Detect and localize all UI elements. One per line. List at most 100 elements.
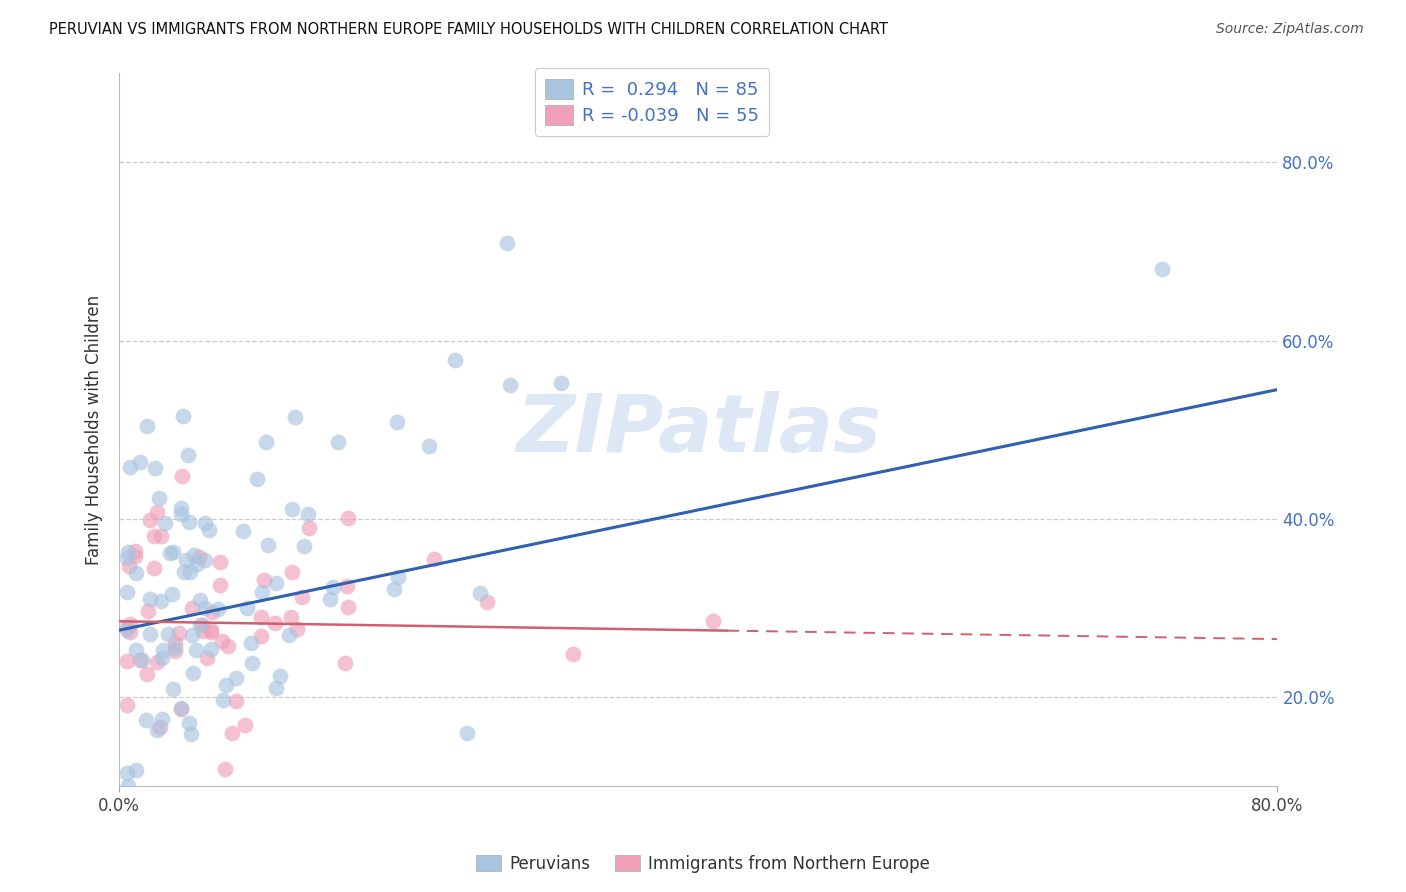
Point — [136, 666, 159, 681]
Point — [120, 459, 142, 474]
Point — [163, 636, 186, 650]
Text: ZIPatlas: ZIPatlas — [516, 391, 880, 468]
Point — [200, 641, 222, 656]
Point — [150, 651, 173, 665]
Point — [152, 643, 174, 657]
Point — [170, 702, 193, 716]
Point — [186, 558, 208, 572]
Point — [186, 642, 208, 657]
Point — [138, 513, 160, 527]
Point — [264, 615, 287, 630]
Point — [173, 565, 195, 579]
Point — [124, 543, 146, 558]
Legend: Peruvians, Immigrants from Northern Europe: Peruvians, Immigrants from Northern Euro… — [470, 848, 936, 880]
Point — [125, 566, 148, 581]
Point — [235, 718, 257, 732]
Point — [252, 585, 274, 599]
Point — [115, 551, 138, 566]
Point — [191, 617, 214, 632]
Point — [159, 546, 181, 560]
Point — [285, 623, 308, 637]
Point — [194, 553, 217, 567]
Point — [496, 235, 519, 250]
Point — [170, 701, 193, 715]
Point — [212, 692, 235, 706]
Point — [239, 636, 262, 650]
Point — [382, 582, 405, 596]
Point — [280, 610, 302, 624]
Point — [418, 439, 440, 453]
Point — [139, 627, 162, 641]
Point — [153, 516, 176, 530]
Point — [194, 516, 217, 530]
Point — [195, 650, 218, 665]
Point — [172, 409, 194, 423]
Point — [183, 549, 205, 563]
Point — [253, 573, 276, 587]
Point — [387, 570, 409, 584]
Point — [179, 565, 201, 579]
Point — [150, 712, 173, 726]
Point — [135, 713, 157, 727]
Point — [200, 623, 222, 637]
Point — [702, 615, 724, 629]
Point — [264, 576, 287, 591]
Point — [142, 561, 165, 575]
Point — [145, 655, 167, 669]
Point — [172, 469, 194, 483]
Point — [177, 448, 200, 462]
Point — [118, 617, 141, 632]
Point — [240, 657, 263, 671]
Point — [167, 625, 190, 640]
Point — [115, 698, 138, 712]
Point — [124, 642, 146, 657]
Point — [170, 507, 193, 521]
Point — [136, 418, 159, 433]
Point — [1150, 262, 1173, 277]
Text: PERUVIAN VS IMMIGRANTS FROM NORTHERN EUROPE FAMILY HOUSEHOLDS WITH CHILDREN CORR: PERUVIAN VS IMMIGRANTS FROM NORTHERN EUR… — [49, 22, 889, 37]
Point — [191, 624, 214, 638]
Point — [475, 595, 498, 609]
Point — [129, 455, 152, 469]
Point — [250, 609, 273, 624]
Point — [165, 643, 187, 657]
Point — [129, 653, 152, 667]
Point — [298, 521, 321, 535]
Point — [118, 559, 141, 574]
Point — [198, 523, 221, 537]
Point — [174, 553, 197, 567]
Point — [163, 641, 186, 656]
Point — [179, 515, 201, 529]
Point — [385, 415, 408, 429]
Point — [217, 639, 239, 653]
Point — [499, 378, 522, 392]
Point — [117, 545, 139, 559]
Point — [146, 505, 169, 519]
Point — [115, 620, 138, 634]
Point — [297, 508, 319, 522]
Point — [162, 682, 184, 697]
Point — [142, 529, 165, 543]
Point — [115, 623, 138, 637]
Point — [117, 779, 139, 793]
Point — [550, 376, 572, 390]
Point — [180, 726, 202, 740]
Point — [156, 627, 179, 641]
Point — [201, 605, 224, 619]
Point — [131, 653, 153, 667]
Point — [136, 604, 159, 618]
Point — [423, 552, 446, 566]
Point — [214, 678, 236, 692]
Point — [336, 579, 359, 593]
Point — [281, 502, 304, 516]
Point — [115, 766, 138, 780]
Point — [254, 435, 277, 450]
Point — [200, 625, 222, 640]
Point — [149, 594, 172, 608]
Point — [177, 715, 200, 730]
Point — [208, 555, 231, 569]
Point — [562, 647, 585, 661]
Point — [326, 434, 349, 449]
Point — [149, 529, 172, 543]
Point — [337, 599, 360, 614]
